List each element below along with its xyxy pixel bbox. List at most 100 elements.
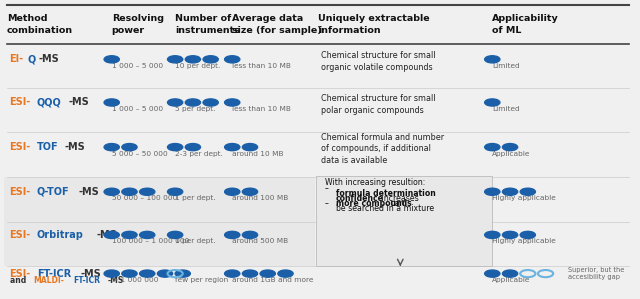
Circle shape <box>104 56 119 63</box>
Text: 1 000 – 5 000: 1 000 – 5 000 <box>112 63 163 69</box>
Circle shape <box>157 270 173 277</box>
Circle shape <box>225 56 240 63</box>
Text: more compounds: more compounds <box>335 199 412 208</box>
Circle shape <box>168 188 183 195</box>
Text: -MS: -MS <box>68 97 89 107</box>
Text: around 10 MB: around 10 MB <box>232 151 284 157</box>
Circle shape <box>168 231 183 239</box>
Text: -MS: -MS <box>108 276 124 285</box>
Circle shape <box>260 270 275 277</box>
Text: increases: increases <box>379 193 419 202</box>
Text: 5 000 – 50 000: 5 000 – 50 000 <box>112 151 168 157</box>
Circle shape <box>484 99 500 106</box>
Text: Chemical structure for small
polar organic compounds: Chemical structure for small polar organ… <box>321 94 436 115</box>
Circle shape <box>520 188 536 195</box>
Text: > 1 000 000: > 1 000 000 <box>112 277 158 283</box>
Text: -MS: -MS <box>81 269 101 279</box>
Circle shape <box>122 144 137 151</box>
Text: Chemical structure for small
organic volatile compounds: Chemical structure for small organic vol… <box>321 51 436 71</box>
Text: Q-TOF: Q-TOF <box>36 187 69 197</box>
Text: Applicability
of ML: Applicability of ML <box>492 14 559 35</box>
Circle shape <box>502 188 518 195</box>
Text: and: and <box>10 276 28 285</box>
Text: 100 000 – 1 000 000: 100 000 – 1 000 000 <box>112 239 189 245</box>
Circle shape <box>175 270 190 277</box>
Text: Limited: Limited <box>492 106 520 112</box>
FancyBboxPatch shape <box>316 176 492 266</box>
Text: FT-ICR: FT-ICR <box>36 269 71 279</box>
Circle shape <box>484 270 500 277</box>
Circle shape <box>186 56 200 63</box>
Circle shape <box>484 188 500 195</box>
Text: ESI-: ESI- <box>10 187 31 197</box>
Text: Q: Q <box>28 54 36 64</box>
Text: 1 000 – 5 000: 1 000 – 5 000 <box>112 106 163 112</box>
Circle shape <box>243 270 257 277</box>
Circle shape <box>186 99 200 106</box>
Text: Applicable: Applicable <box>492 277 531 283</box>
Text: few per region: few per region <box>175 277 228 283</box>
Circle shape <box>225 188 240 195</box>
Text: ESI-: ESI- <box>10 97 31 107</box>
Circle shape <box>225 270 240 277</box>
Circle shape <box>122 270 137 277</box>
Circle shape <box>104 99 119 106</box>
Text: around 1GB and more: around 1GB and more <box>232 277 314 283</box>
Circle shape <box>168 56 183 63</box>
Text: Superior, but the
accesibility gap: Superior, but the accesibility gap <box>568 267 625 280</box>
Text: QQQ: QQQ <box>36 97 61 107</box>
Text: MALDI-: MALDI- <box>34 276 65 285</box>
Text: Applicable: Applicable <box>492 151 531 157</box>
Circle shape <box>168 144 183 151</box>
Circle shape <box>104 144 119 151</box>
Circle shape <box>484 56 500 63</box>
Circle shape <box>168 99 183 106</box>
Text: confidence: confidence <box>335 193 383 202</box>
Circle shape <box>140 231 155 239</box>
Circle shape <box>140 270 155 277</box>
Text: 10 per dept.: 10 per dept. <box>175 63 221 69</box>
Text: 2-3 per dept.: 2-3 per dept. <box>175 151 223 157</box>
Text: EI-: EI- <box>10 54 24 64</box>
Text: Average data
size (for sample): Average data size (for sample) <box>232 14 322 35</box>
Text: -MS: -MS <box>65 142 85 152</box>
Circle shape <box>104 270 119 277</box>
Circle shape <box>243 188 257 195</box>
Text: Highly applicable: Highly applicable <box>492 239 556 245</box>
Circle shape <box>502 144 518 151</box>
Text: can: can <box>388 199 404 208</box>
Text: Method
combination: Method combination <box>7 14 73 35</box>
Text: Limited: Limited <box>492 63 520 69</box>
Circle shape <box>243 231 257 239</box>
Text: Number of
instruments: Number of instruments <box>175 14 240 35</box>
Text: ESI-: ESI- <box>10 269 31 279</box>
Text: around 100 MB: around 100 MB <box>232 195 289 201</box>
Circle shape <box>278 270 293 277</box>
Circle shape <box>502 270 518 277</box>
Circle shape <box>225 231 240 239</box>
Text: less than 10 MB: less than 10 MB <box>232 106 291 112</box>
Text: –: – <box>326 199 332 208</box>
Circle shape <box>243 144 257 151</box>
Circle shape <box>502 231 518 239</box>
Text: TOF: TOF <box>36 142 58 152</box>
Circle shape <box>225 99 240 106</box>
Text: Highly applicable: Highly applicable <box>492 195 556 201</box>
Text: 5 per dept.: 5 per dept. <box>175 106 216 112</box>
Text: Orbitrap: Orbitrap <box>36 230 84 240</box>
Text: Uniquely extractable
information: Uniquely extractable information <box>318 14 429 35</box>
Circle shape <box>203 56 218 63</box>
FancyBboxPatch shape <box>4 177 315 266</box>
Text: FT-ICR: FT-ICR <box>73 276 100 285</box>
Text: Resolving
power: Resolving power <box>112 14 164 35</box>
Circle shape <box>484 144 500 151</box>
Circle shape <box>225 144 240 151</box>
Text: -MS: -MS <box>38 54 59 64</box>
Text: 1 per dept.: 1 per dept. <box>175 195 216 201</box>
Text: ESI-: ESI- <box>10 142 31 152</box>
Text: Chemical formula and number
of compounds, if additional
data is available: Chemical formula and number of compounds… <box>321 132 444 165</box>
Text: With increasing resultion:: With increasing resultion: <box>326 178 426 187</box>
Text: -MS: -MS <box>79 187 99 197</box>
Text: –: – <box>326 184 332 193</box>
Circle shape <box>122 231 137 239</box>
